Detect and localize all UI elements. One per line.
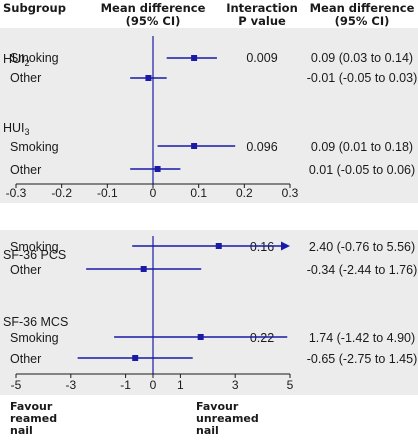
header-interaction-line1: Interaction bbox=[226, 1, 298, 15]
ci-text: -0.01 (-0.05 to 0.03) bbox=[307, 71, 417, 85]
interaction-p-value: 0.22 bbox=[250, 331, 274, 345]
row-label: Other bbox=[10, 71, 41, 85]
row-label: Other bbox=[10, 352, 41, 366]
row-label: Other bbox=[10, 163, 41, 177]
group-label-name: SF-36 MCS bbox=[3, 315, 68, 329]
x-tick-label: 0.1 bbox=[190, 186, 207, 200]
favour-left-label: nail bbox=[10, 424, 33, 437]
header-mean-diff-right-line2: (95% CI) bbox=[335, 14, 390, 28]
point-estimate-marker bbox=[145, 75, 152, 81]
x-tick-label: -0.3 bbox=[6, 186, 27, 200]
group-label: HUI2 bbox=[3, 52, 30, 68]
x-tick-label: 0 bbox=[150, 186, 157, 200]
point-estimate-marker bbox=[215, 243, 222, 249]
ci-text: -0.65 (-2.75 to 1.45) bbox=[307, 352, 417, 366]
interaction-p-value: 0.096 bbox=[246, 140, 277, 154]
point-estimate-marker bbox=[154, 166, 161, 172]
favour-left-label: Favour bbox=[10, 400, 53, 413]
x-tick-label: 3 bbox=[232, 378, 239, 392]
x-tick-label: 0.2 bbox=[236, 186, 253, 200]
x-tick-label: 1 bbox=[177, 378, 184, 392]
header-mean-diff-line2: (95% CI) bbox=[126, 14, 181, 28]
group-label-name: SF-36 PCS bbox=[3, 248, 66, 262]
interaction-p-value: 0.16 bbox=[250, 240, 274, 254]
row-label: Smoking bbox=[10, 140, 59, 154]
group-label-subscript: 3 bbox=[25, 127, 30, 137]
group-label: HUI3 bbox=[3, 121, 30, 137]
row-label: Other bbox=[10, 263, 41, 277]
x-tick-label: -0.2 bbox=[51, 186, 72, 200]
ci-text: -0.34 (-2.44 to 1.76) bbox=[307, 263, 417, 277]
ci-text: 0.01 (-0.05 to 0.06) bbox=[309, 163, 415, 177]
group-label: SF-36 MCS bbox=[3, 315, 68, 329]
ci-text: 0.09 (0.03 to 0.14) bbox=[311, 51, 413, 65]
group-label-name: HUI bbox=[3, 121, 25, 135]
ci-text: 2.40 (-0.76 to 5.56) bbox=[309, 240, 415, 254]
x-tick-label: -3 bbox=[65, 378, 76, 392]
row-label: Smoking bbox=[10, 331, 59, 345]
row-label: Smoking bbox=[10, 51, 59, 65]
favour-left-label: reamed bbox=[10, 412, 57, 425]
group-label-subscript: 2 bbox=[25, 58, 30, 68]
header-mean-diff-line1: Mean difference bbox=[101, 1, 206, 15]
point-estimate-marker bbox=[132, 355, 139, 361]
panel-1-background bbox=[0, 28, 418, 203]
header-interaction-line2: P value bbox=[238, 14, 286, 28]
interaction-p-value: 0.009 bbox=[246, 51, 277, 65]
favour-right-label: unreamed bbox=[196, 412, 259, 425]
row-label: Smoking bbox=[10, 240, 59, 254]
x-tick-label: 5 bbox=[287, 378, 294, 392]
point-estimate-marker bbox=[140, 266, 147, 272]
ci-text: 0.09 (0.01 to 0.18) bbox=[311, 140, 413, 154]
ci-arrow bbox=[281, 241, 290, 251]
favour-right-label: nail bbox=[196, 424, 219, 437]
panel-sf36: -5 -3 -1 0 1 3 5 SF-36 PCS 0.16 Smoking 2.40 (-0.7… bbox=[3, 236, 417, 437]
x-tick-label: -5 bbox=[11, 378, 22, 392]
panel-2-background bbox=[0, 230, 418, 395]
x-tick-label: 0 bbox=[150, 378, 157, 392]
ci-text: 1.74 (-1.42 to 4.90) bbox=[309, 331, 415, 345]
header-subgroup: Subgroup bbox=[3, 1, 66, 15]
group-label-name: HUI bbox=[3, 52, 25, 66]
x-tick-label: -0.1 bbox=[97, 186, 118, 200]
point-estimate-marker bbox=[191, 55, 198, 61]
point-estimate-marker bbox=[191, 143, 198, 149]
header-mean-diff-right-line1: Mean difference bbox=[310, 1, 415, 15]
group-label: SF-36 PCS bbox=[3, 248, 66, 262]
x-tick-label: -1 bbox=[120, 378, 131, 392]
x-tick-label: 0.3 bbox=[282, 186, 299, 200]
point-estimate-marker bbox=[197, 334, 204, 340]
favour-right-label: Favour bbox=[196, 400, 239, 413]
